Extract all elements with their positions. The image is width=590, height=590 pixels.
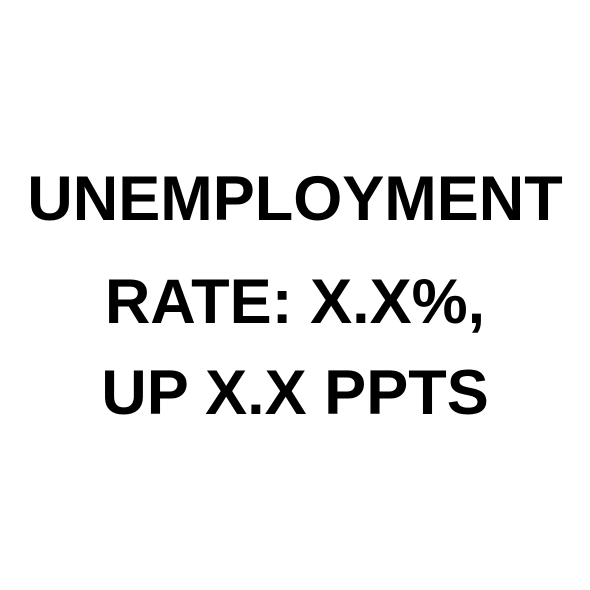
headline-line-1: UNEMPLOYMENT [27, 164, 563, 234]
headline-line-2: RATE: X.X%, [104, 267, 486, 337]
headline-line-3: UP X.X PPTS [101, 358, 489, 428]
